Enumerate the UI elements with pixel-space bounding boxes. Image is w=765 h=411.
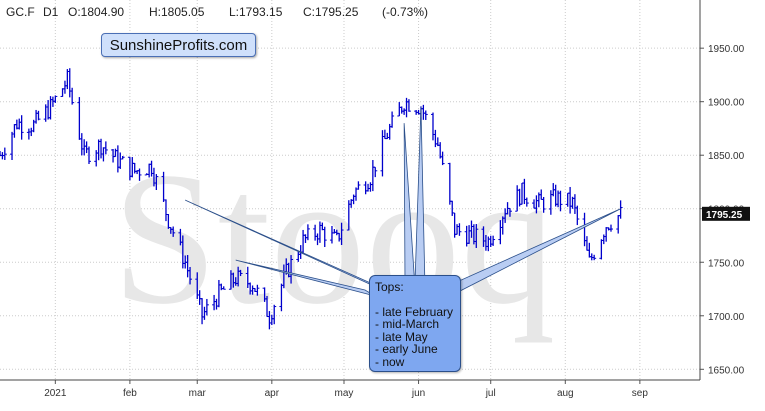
last-price-label: 1795.25 <box>706 210 743 221</box>
tops-item: - now <box>375 354 405 369</box>
tops-item: - early June <box>375 342 438 356</box>
tops-item: - late May <box>375 329 428 344</box>
y-tick-label: 1700.00 <box>708 312 745 323</box>
callout-lines <box>185 107 621 297</box>
x-tick-label: jul <box>485 388 496 399</box>
x-tick-label: aug <box>557 388 574 399</box>
x-tick-label: feb <box>123 388 137 399</box>
x-tick-label: apr <box>265 388 280 399</box>
open-value: O:1804.90 <box>68 5 124 19</box>
symbol-label: GC.F <box>6 5 35 19</box>
brand-label: SunshineProfits.com <box>101 33 256 57</box>
y-tick-label: 1650.00 <box>708 365 745 376</box>
x-tick-label: may <box>335 388 354 399</box>
y-tick-label: 1850.00 <box>708 151 745 162</box>
ohlc-header: GC.F D1 O:1804.90 H:1805.05 L:1793.15 C:… <box>6 5 428 19</box>
x-tick-label: 2021 <box>44 388 67 399</box>
y-tick-label: 1950.00 <box>708 44 745 55</box>
tops-title: Tops: <box>375 280 404 294</box>
timeframe-label: D1 <box>43 5 59 19</box>
change-value: (-0.73%) <box>382 5 428 19</box>
close-value: C:1795.25 <box>303 5 359 19</box>
high-value: H:1805.05 <box>149 5 205 19</box>
tops-annotation: Tops: - late February - mid-March - late… <box>369 275 461 372</box>
tops-item: - late February <box>375 304 454 319</box>
grid <box>0 0 700 380</box>
ohlc-bars <box>0 68 623 330</box>
last-price-marker <box>702 206 750 221</box>
watermark: Stooq <box>112 134 555 344</box>
x-tick-label: mar <box>189 388 207 399</box>
axes: 2021 feb mar apr may jun jul aug sep 1950.00 1900.… <box>0 0 750 399</box>
y-tick-label: 1900.00 <box>708 98 745 109</box>
x-tick-label: jun <box>411 388 425 399</box>
low-value: L:1793.15 <box>229 5 283 19</box>
y-tick-label: 1750.00 <box>708 258 745 269</box>
tops-item: - mid-March <box>375 317 440 331</box>
x-tick-label: sep <box>632 388 649 399</box>
